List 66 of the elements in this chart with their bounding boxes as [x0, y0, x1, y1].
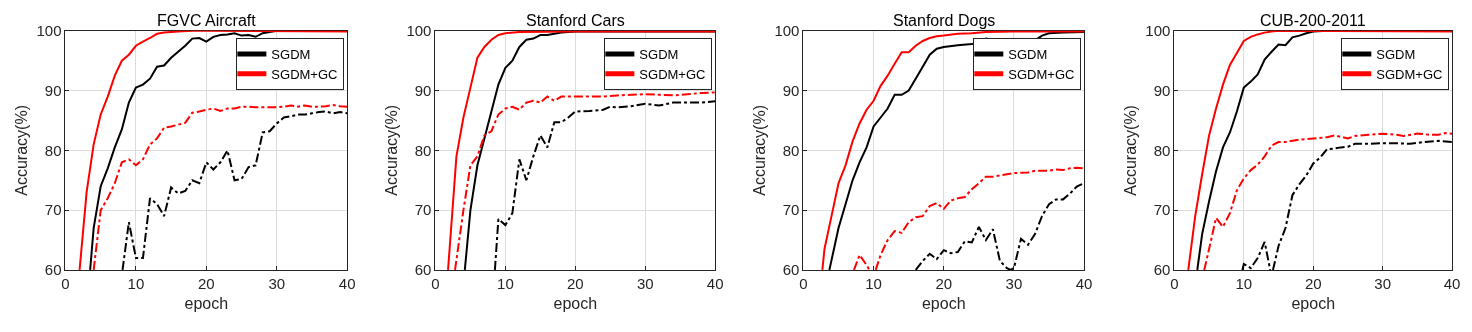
y-tick-label: 100	[774, 22, 800, 40]
x-axis-title: epoch	[184, 294, 229, 312]
line-series	[454, 91, 716, 270]
chart-title: Stanford Cars	[526, 12, 625, 29]
x-tick-label: 40	[1443, 274, 1461, 292]
legend-label: SGDM	[271, 47, 311, 63]
x-tick-label: 0	[431, 274, 440, 292]
x-tick-label: 10	[127, 274, 145, 292]
x-tick-label: 20	[1304, 274, 1322, 292]
y-axis-title: Accuracy(%)	[751, 105, 769, 196]
chart-title: FGVC Aircraft	[157, 12, 257, 29]
x-tick-label: 40	[706, 274, 724, 292]
chart-title: CUB-200-2011	[1260, 12, 1366, 29]
y-tick-label: 100	[36, 22, 62, 40]
legend-label: SGDM+GC	[271, 66, 338, 82]
y-tick-label: 70	[44, 201, 62, 219]
x-tick-label: 30	[1374, 274, 1392, 292]
legend-label: SGDM+GC	[1008, 66, 1075, 82]
line-series	[914, 182, 1085, 270]
x-axis-title: epoch	[1291, 294, 1336, 312]
legend-label: SGDM+GC	[639, 66, 706, 82]
x-tick-label: 0	[61, 274, 70, 292]
legend-label: SGDM	[1376, 47, 1416, 63]
chart-title: Stanford Dogs	[893, 12, 996, 29]
y-axis-title: Accuracy(%)	[383, 105, 401, 196]
line-series	[92, 103, 348, 270]
x-tick-label: 30	[636, 274, 654, 292]
x-tick-label: 20	[197, 274, 215, 292]
y-axis-title: Accuracy(%)	[1122, 105, 1140, 196]
y-tick-label: 100	[406, 22, 432, 40]
line-series	[493, 100, 716, 270]
x-tick-label: 20	[935, 274, 953, 292]
x-tick-label: 0	[1170, 274, 1179, 292]
y-tick-label: 80	[44, 141, 62, 159]
y-tick-label: 90	[414, 81, 432, 99]
x-tick-label: 10	[865, 274, 882, 292]
x-tick-label: 0	[799, 274, 808, 292]
x-axis-title: epoch	[921, 294, 966, 312]
y-axis-title: Accuracy(%)	[13, 105, 31, 196]
y-tick-label: 80	[1153, 141, 1171, 159]
y-tick-label: 60	[782, 261, 800, 279]
y-tick-label: 70	[414, 201, 432, 219]
line-series	[121, 110, 348, 270]
y-tick-label: 70	[782, 201, 800, 219]
y-tick-label: 70	[1153, 201, 1171, 219]
y-tick-label: 90	[1153, 81, 1171, 99]
x-tick-label: 10	[497, 274, 514, 292]
x-tick-label: 20	[566, 274, 584, 292]
y-tick-label: 100	[1145, 22, 1171, 40]
y-tick-label: 60	[414, 261, 432, 279]
y-tick-label: 90	[782, 81, 800, 99]
x-axis-title: epoch	[553, 294, 598, 312]
legend-label: SGDM+GC	[1376, 66, 1443, 82]
y-tick-label: 60	[1153, 261, 1171, 279]
y-tick-label: 80	[782, 141, 800, 159]
legend-label: SGDM	[639, 47, 679, 63]
legend-label: SGDM	[1008, 47, 1048, 63]
x-tick-label: 30	[1005, 274, 1023, 292]
x-tick-label: 30	[268, 274, 286, 292]
y-tick-label: 80	[414, 141, 432, 159]
x-tick-label: 40	[1075, 274, 1093, 292]
line-series	[1203, 132, 1453, 270]
y-tick-label: 90	[44, 81, 62, 99]
y-tick-label: 60	[44, 261, 62, 279]
x-tick-label: 10	[1235, 274, 1253, 292]
x-tick-label: 40	[338, 274, 356, 292]
